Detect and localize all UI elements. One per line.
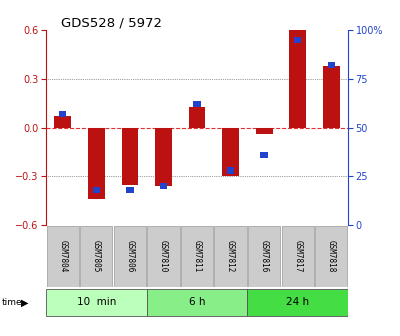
Text: time: time (2, 298, 23, 307)
Text: GSM7818: GSM7818 (327, 240, 336, 272)
Text: GDS528 / 5972: GDS528 / 5972 (61, 16, 162, 29)
Bar (160, 183, 167, 189)
Bar (328, 62, 335, 69)
Bar (260, 152, 268, 158)
Bar (47, 226, 79, 287)
Text: GSM7817: GSM7817 (293, 240, 302, 272)
Bar (315, 226, 347, 287)
Text: 6 h: 6 h (189, 297, 205, 307)
Bar (181, 226, 213, 287)
Bar (222, 128, 239, 176)
Bar (155, 128, 172, 186)
Text: GSM7816: GSM7816 (260, 240, 269, 272)
Text: GSM7805: GSM7805 (92, 240, 101, 272)
Bar (294, 37, 301, 43)
Bar (227, 167, 234, 174)
Bar (122, 128, 138, 184)
Text: GSM7804: GSM7804 (58, 240, 67, 272)
Bar (289, 30, 306, 128)
Bar (248, 226, 280, 287)
Bar (282, 226, 314, 287)
Bar (323, 66, 340, 128)
Bar (147, 226, 180, 287)
Bar (214, 226, 247, 287)
Text: 24 h: 24 h (286, 297, 309, 307)
Bar (80, 226, 112, 287)
Bar (247, 289, 348, 316)
Bar (114, 226, 146, 287)
Text: GSM7806: GSM7806 (125, 240, 134, 272)
Bar (54, 116, 71, 128)
Bar (193, 101, 201, 108)
Text: GSM7812: GSM7812 (226, 240, 235, 272)
Bar (59, 111, 66, 117)
Text: 10  min: 10 min (77, 297, 116, 307)
Text: ▶: ▶ (21, 297, 28, 307)
Text: GSM7810: GSM7810 (159, 240, 168, 272)
Bar (256, 128, 272, 134)
Bar (189, 107, 205, 128)
Bar (147, 289, 247, 316)
Bar (46, 289, 147, 316)
Text: GSM7811: GSM7811 (192, 240, 202, 272)
Bar (93, 187, 100, 193)
Bar (126, 187, 134, 193)
Bar (88, 128, 105, 199)
